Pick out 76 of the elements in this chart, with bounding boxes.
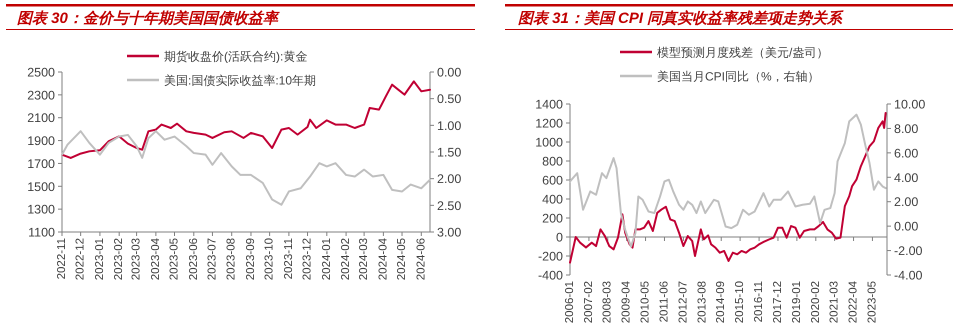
x-tick-label: 2020-02 bbox=[810, 281, 822, 324]
y2-tick-label: 3.00 bbox=[437, 226, 462, 240]
y-tick-label: 1700 bbox=[27, 156, 56, 171]
x-tick-label: 2015-10 bbox=[734, 281, 746, 324]
x-tick-label: 2023-06 bbox=[188, 238, 200, 280]
x-tick-label: 2023-11 bbox=[282, 238, 295, 280]
y2-tick-label: 0.00 bbox=[437, 66, 462, 80]
y2-tick-label: 10.00 bbox=[894, 98, 926, 112]
y-tick-label: 1900 bbox=[27, 134, 56, 148]
legend-label: 模型预测月度残差（美元/盎司） bbox=[657, 46, 828, 60]
y2-tick-label: 0.00 bbox=[894, 220, 918, 234]
x-tick-label: 2023-03 bbox=[130, 238, 143, 280]
y-tick-label: 1100 bbox=[28, 226, 56, 240]
x-tick-label: 2024-01 bbox=[320, 238, 333, 280]
x-tick-label: 2008-03 bbox=[602, 281, 614, 324]
x-tick-label: 2014-09 bbox=[715, 281, 728, 324]
y-tick-label: 2100 bbox=[27, 111, 56, 126]
legend-label: 期货收盘价(活跃合约):黄金 bbox=[164, 50, 308, 64]
y-tick-label: 2500 bbox=[27, 66, 56, 80]
y-tick-label: -200 bbox=[538, 250, 564, 264]
y-tick-label: 0 bbox=[556, 230, 564, 244]
chart-title: 图表 31：美国 CPI 同真实收益率残差项走势关系 bbox=[518, 9, 844, 27]
x-tick-label: 2023-12 bbox=[302, 238, 314, 280]
y-tick-label: 1000 bbox=[535, 136, 564, 150]
y2-tick-label: 1.00 bbox=[437, 118, 462, 133]
y-tick-label: 2300 bbox=[27, 88, 56, 102]
x-tick-label: 2024-02 bbox=[340, 238, 352, 280]
y-tick-label: 1200 bbox=[535, 116, 564, 130]
x-tick-label: 2023-10 bbox=[264, 238, 276, 280]
x-tick-label: 2009-04 bbox=[620, 280, 633, 324]
x-tick-label: 2024-03 bbox=[358, 238, 370, 280]
x-tick-label: 2023-09 bbox=[244, 238, 257, 280]
y-tick-label: 800 bbox=[542, 154, 564, 168]
x-tick-label: 2013-08 bbox=[696, 281, 708, 324]
x-tick-label: 2019-01 bbox=[790, 281, 803, 324]
y2-tick-label: 2.50 bbox=[437, 198, 462, 213]
x-tick-label: 2023-08 bbox=[226, 238, 238, 280]
x-tick-label: 2023-01 bbox=[94, 238, 106, 280]
x-tick-label: 2024-06 bbox=[415, 238, 428, 280]
y2-tick-label: 2.00 bbox=[894, 195, 918, 210]
y-tick-label: -400 bbox=[538, 268, 564, 282]
x-tick-label: 2011-06 bbox=[658, 281, 670, 322]
y-tick-label: 1300 bbox=[27, 202, 56, 217]
legend-label: 美国当月CPI同比（%，右轴） bbox=[657, 70, 820, 84]
y2-tick-label: -4.00 bbox=[894, 268, 923, 282]
x-tick-label: 2024-04 bbox=[377, 237, 390, 280]
y-tick-label: 1500 bbox=[27, 180, 56, 194]
x-tick-label: 2017-12 bbox=[772, 281, 784, 324]
x-tick-label: 2006-01 bbox=[564, 281, 576, 324]
x-tick-label: 2023-05 bbox=[866, 281, 878, 324]
x-tick-label: 2010-05 bbox=[640, 281, 652, 324]
x-tick-label: 2007-02 bbox=[582, 281, 595, 324]
y2-tick-label: 2.00 bbox=[437, 172, 462, 186]
x-tick-label: 2021-03 bbox=[828, 281, 841, 324]
y2-tick-label: 4.00 bbox=[894, 170, 918, 185]
x-tick-label: 2022-11 bbox=[56, 238, 68, 280]
y-tick-label: 1400 bbox=[535, 98, 564, 112]
x-tick-label: 2023-02 bbox=[113, 238, 126, 280]
y-tick-label: 200 bbox=[542, 212, 564, 226]
x-tick-label: 2023-05 bbox=[168, 238, 181, 280]
chart-title: 图表 30：金价与十年期美国国债收益率 bbox=[17, 9, 280, 27]
x-tick-label: 2024-05 bbox=[396, 238, 408, 280]
y2-tick-label: 6.00 bbox=[894, 146, 918, 160]
y2-tick-label: 0.50 bbox=[437, 92, 462, 106]
x-tick-label: 2022-12 bbox=[74, 238, 87, 280]
y2-tick-label: 1.50 bbox=[437, 146, 462, 160]
y2-tick-label: -2.00 bbox=[894, 244, 923, 258]
x-tick-label: 2016-11 bbox=[753, 281, 766, 322]
x-tick-label: 2023-04 bbox=[150, 237, 162, 280]
y2-tick-label: 8.00 bbox=[894, 122, 918, 136]
legend-label: 美国:国债实际收益率:10年期 bbox=[164, 74, 316, 88]
x-tick-label: 2022-04 bbox=[848, 280, 860, 324]
x-tick-label: 2012-07 bbox=[677, 281, 690, 324]
x-tick-label: 2023-07 bbox=[206, 238, 218, 280]
y-tick-label: 600 bbox=[542, 174, 564, 188]
y-tick-label: 400 bbox=[542, 192, 564, 206]
